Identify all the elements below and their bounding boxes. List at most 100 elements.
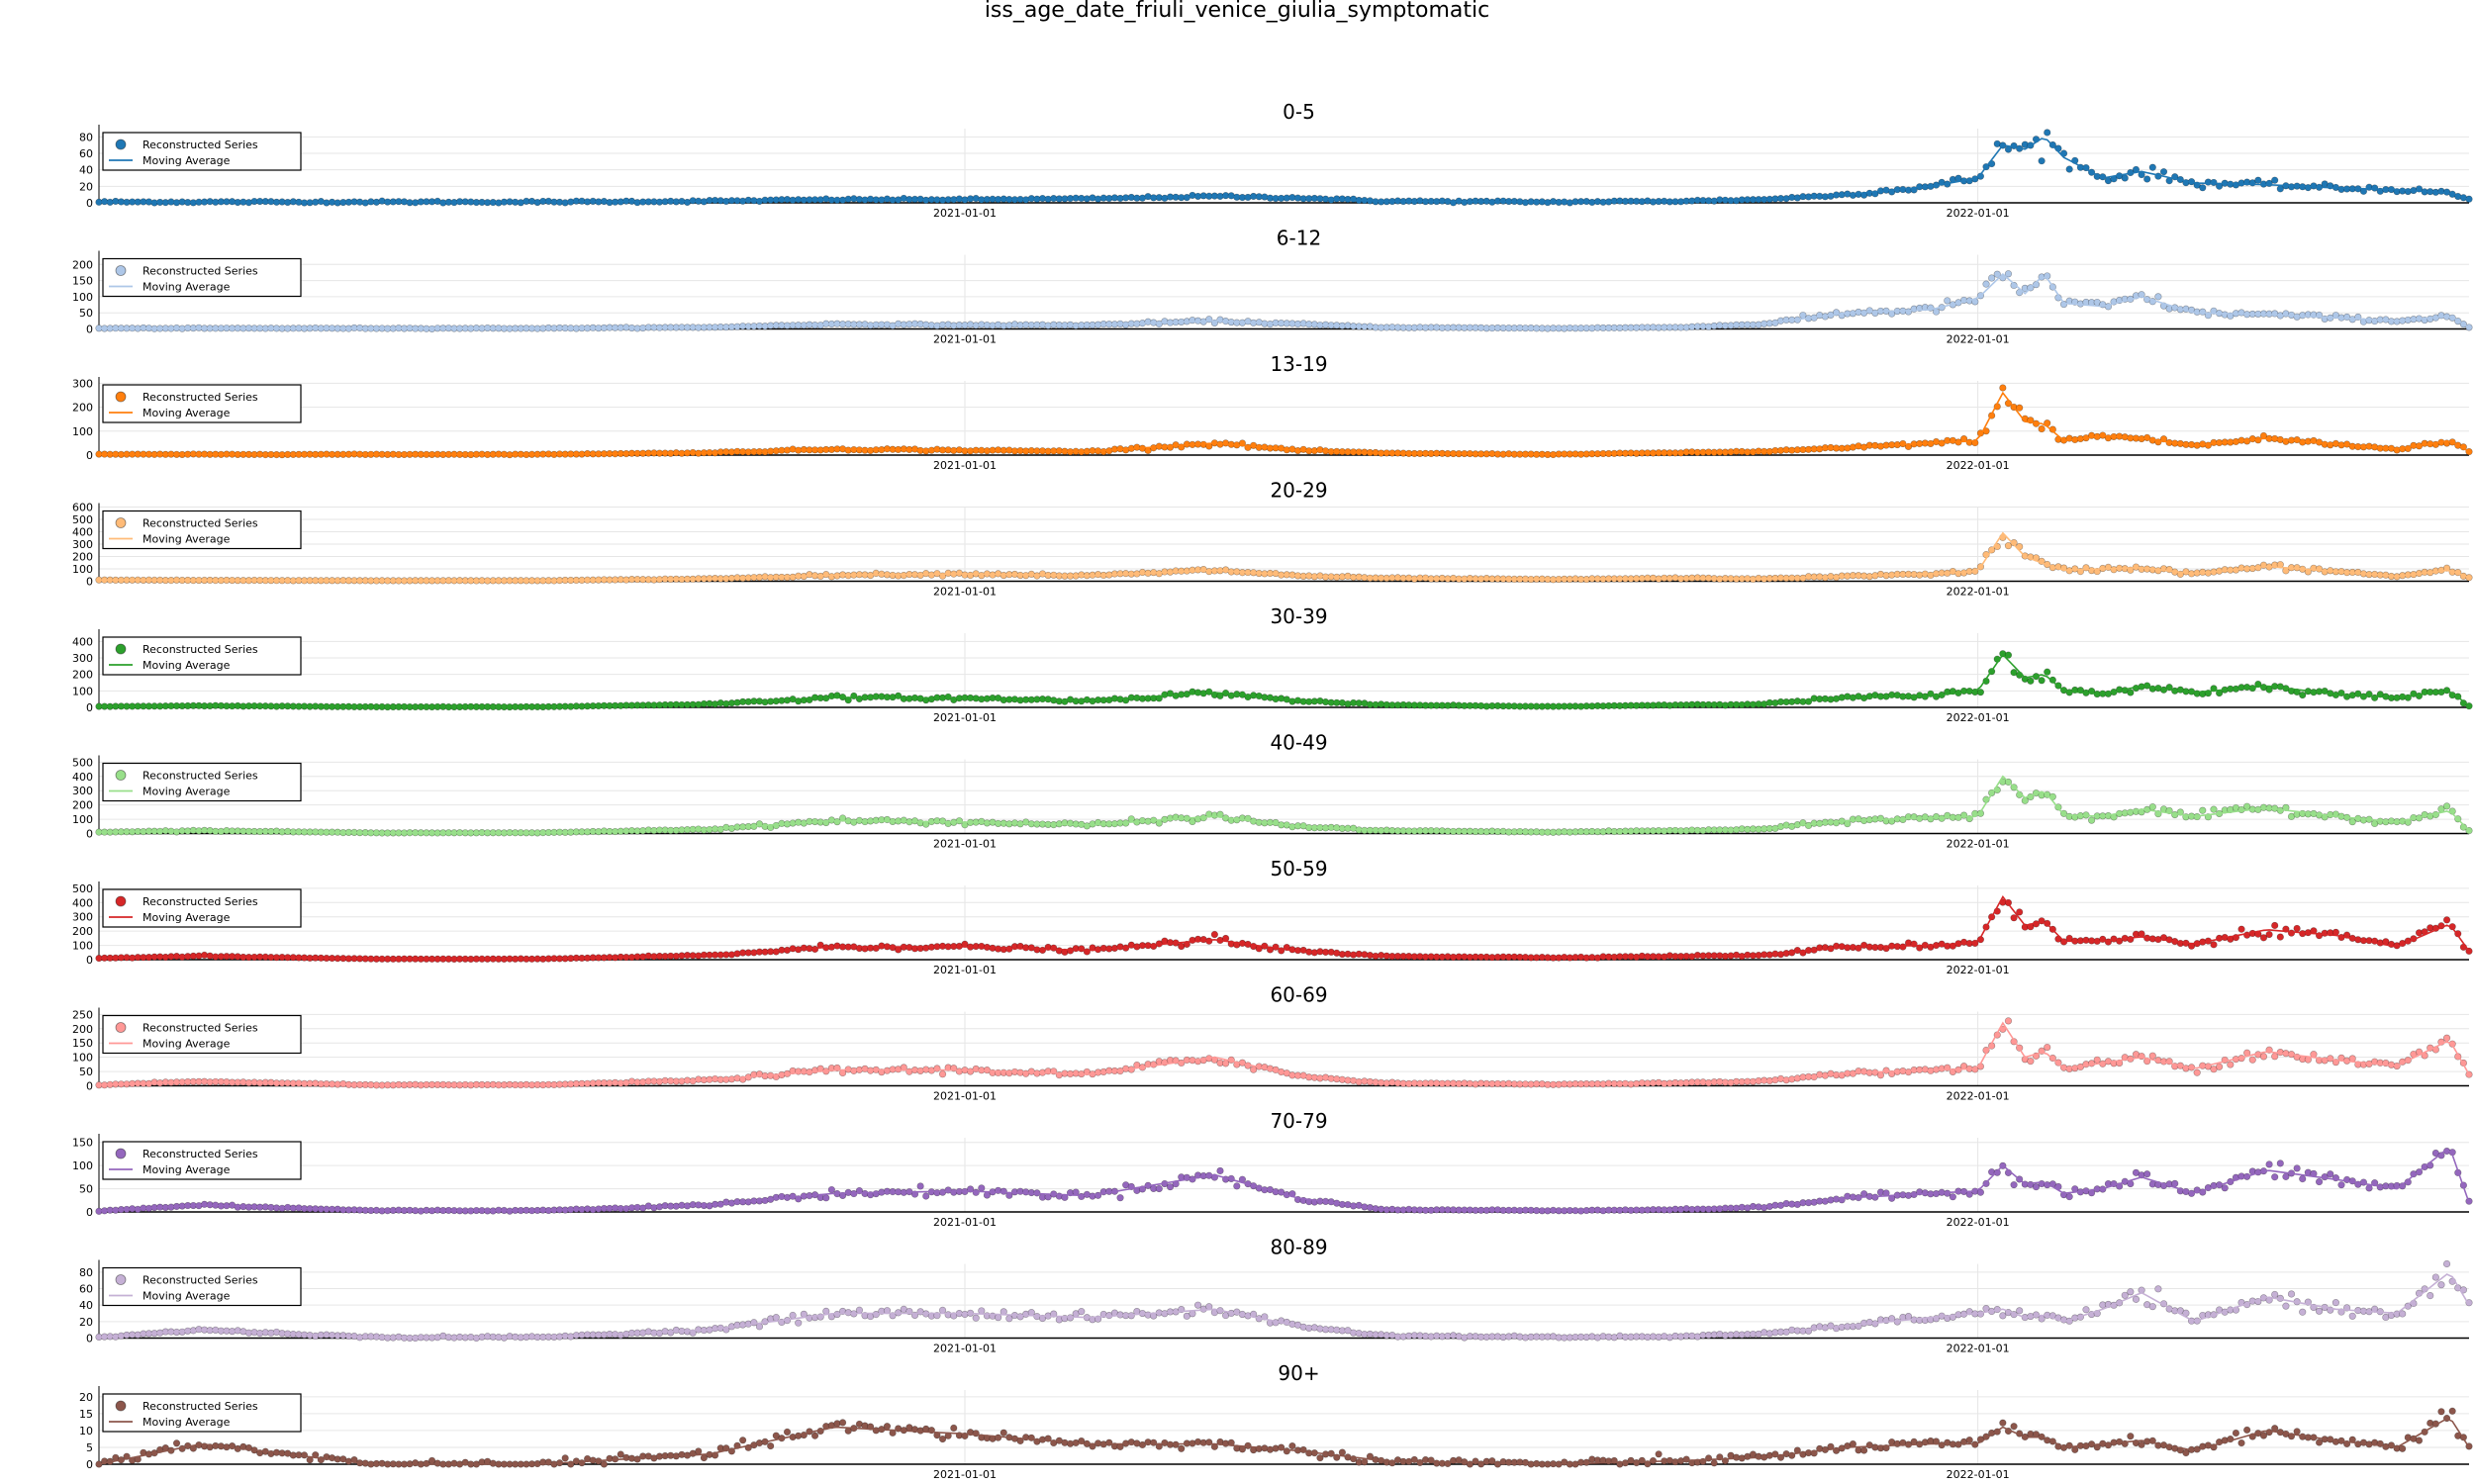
data-point [172, 1439, 181, 1447]
data-point [2448, 1407, 2456, 1415]
y-tick-label: 500 [72, 756, 93, 769]
data-point [578, 1459, 586, 1467]
data-point [2271, 176, 2279, 184]
panel-title: 30-39 [1270, 604, 1327, 628]
legend-label: Moving Average [143, 786, 231, 798]
data-point [2293, 924, 2301, 933]
y-tick-label: 0 [86, 954, 93, 967]
data-point [1083, 948, 1091, 956]
data-point [2210, 178, 2218, 187]
data-point [2016, 404, 2024, 412]
data-point [2271, 1053, 2279, 1061]
y-tick-label: 100 [72, 1159, 93, 1172]
data-point [2199, 806, 2207, 814]
legend-label: Moving Average [143, 659, 231, 672]
y-tick-label: 50 [79, 307, 93, 320]
data-point [2299, 1308, 2307, 1316]
legend-marker [115, 265, 127, 276]
x-tick-label: 2021-01-01 [933, 964, 997, 976]
data-point [1655, 1450, 1663, 1458]
y-tick-label: 200 [72, 669, 93, 682]
x-tick-label: 2022-01-01 [1947, 1343, 2010, 1355]
data-point [783, 1428, 792, 1437]
data-point [2315, 1307, 2324, 1315]
data-point [2154, 1285, 2162, 1293]
data-point [2442, 1259, 2451, 1268]
data-point [1944, 297, 1951, 305]
data-point [2227, 1061, 2235, 1068]
data-point [2010, 914, 2018, 922]
moving-average-line [99, 273, 2470, 329]
x-tick-label: 2021-01-01 [933, 1343, 997, 1355]
panel-title: 60-69 [1270, 983, 1327, 1007]
data-point [2210, 941, 2218, 949]
x-tick-label: 2022-01-01 [1947, 586, 2010, 599]
data-point [2138, 291, 2145, 299]
y-tick-label: 400 [72, 771, 93, 784]
y-tick-label: 20 [79, 1391, 93, 1404]
data-point [2082, 1306, 2090, 1314]
data-point [2465, 1070, 2473, 1078]
data-point [2442, 916, 2451, 924]
legend-marker [115, 770, 127, 781]
data-point [999, 1187, 1007, 1195]
x-tick-label: 2021-01-01 [933, 838, 997, 851]
data-point [822, 1194, 830, 1202]
legend-label: Reconstructed Series [143, 139, 258, 151]
y-tick-label: 200 [72, 1023, 93, 1036]
x-tick-label: 2022-01-01 [1947, 838, 2010, 851]
data-point [2215, 1063, 2224, 1070]
data-point [2148, 803, 2156, 811]
data-point [2038, 677, 2046, 685]
data-point [2010, 281, 2018, 290]
data-point [1710, 1459, 1718, 1467]
data-point [2065, 1441, 2073, 1449]
legend-label: Reconstructed Series [143, 895, 258, 908]
legend-label: Reconstructed Series [143, 770, 258, 783]
data-point [2093, 1056, 2101, 1064]
data-point [810, 1432, 819, 1439]
data-point [795, 1319, 803, 1327]
panel-title: 50-59 [1270, 857, 1327, 881]
y-tick-label: 500 [72, 882, 93, 895]
data-point [2237, 1438, 2245, 1447]
y-tick-label: 0 [86, 1458, 93, 1471]
x-tick-label: 2021-01-01 [933, 1216, 997, 1229]
data-point [2271, 1173, 2279, 1181]
data-point [1155, 1184, 1163, 1193]
panel-title: 20-29 [1270, 479, 1327, 503]
data-point [2248, 1056, 2256, 1064]
y-tick-label: 300 [72, 785, 93, 797]
y-tick-label: 200 [72, 799, 93, 812]
data-point [2038, 157, 2046, 165]
y-tick-label: 60 [79, 147, 93, 160]
moving-average-line [98, 1148, 2470, 1212]
y-tick-label: 300 [72, 538, 93, 551]
data-point [2087, 816, 2096, 824]
panel-title: 6-12 [1277, 227, 1321, 250]
y-tick-label: 400 [72, 635, 93, 648]
data-point [2237, 925, 2245, 933]
data-point [2010, 1423, 2018, 1431]
y-tick-label: 400 [72, 896, 93, 909]
data-point [2065, 1193, 2073, 1201]
data-point [2127, 1288, 2135, 1296]
data-point [1116, 1194, 1124, 1202]
data-point [2293, 1164, 2301, 1172]
data-point [855, 1306, 864, 1314]
data-point [995, 1434, 1002, 1441]
data-point [1361, 1458, 1369, 1466]
data-point [1999, 1419, 2007, 1427]
data-point [999, 1429, 1007, 1437]
data-point [2148, 1303, 2156, 1311]
moving-average-line [98, 895, 2470, 961]
data-point [2027, 1058, 2035, 1066]
x-tick-label: 2022-01-01 [1947, 333, 2010, 346]
data-point [2348, 1312, 2356, 1320]
y-tick-label: 500 [72, 513, 93, 526]
data-point [2143, 1170, 2151, 1178]
legend-label: Reconstructed Series [143, 391, 258, 404]
